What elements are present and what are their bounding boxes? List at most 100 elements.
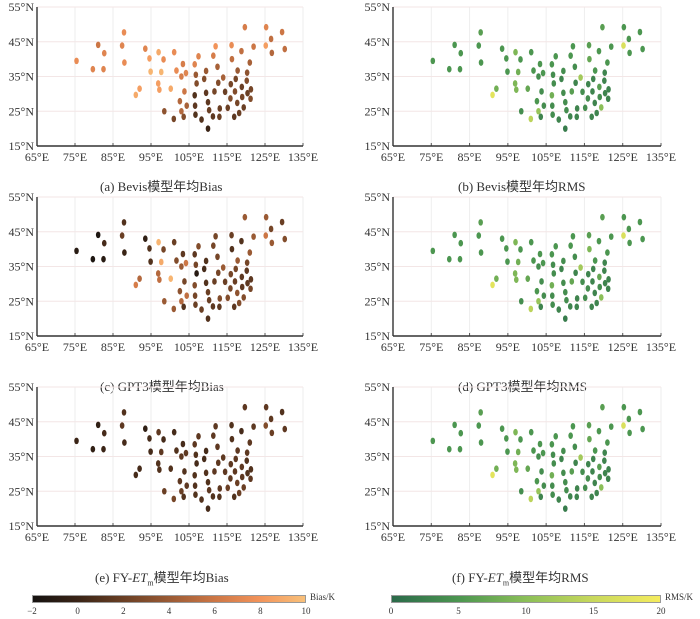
station-point [196,53,201,60]
station-point [582,484,588,492]
station-point [598,484,604,491]
x-tick-label: 95°E [496,150,520,164]
station-point [562,98,568,106]
station-point [174,447,179,454]
station-point [446,255,452,263]
station-point [602,469,608,477]
colorbar-tick-label: 2 [121,606,126,616]
station-point [179,263,184,270]
station-point [205,315,211,322]
station-point [538,493,544,501]
station-point [494,275,499,282]
station-point [549,281,555,289]
station-point [184,482,190,489]
station-point [232,278,238,285]
station-point [430,437,436,445]
station-point [236,489,242,497]
station-point [242,403,248,411]
station-point [228,285,233,292]
x-tick-label: 135°E [288,530,318,544]
station-point [590,88,595,95]
station-point [229,55,235,63]
x-tick-label: 95°E [139,150,163,164]
y-tick-label: 35°N [9,450,35,464]
station-point [597,283,603,291]
station-point [213,232,218,240]
map-plot-b: 65°E 75°E 85°E 95°E 105°E 115°E 125°E 135°E 15°N… [365,0,677,164]
station-point [513,86,519,94]
station-point [564,296,569,304]
station-point [184,292,190,299]
station-point [518,487,524,495]
station-point [233,265,239,273]
station-point [205,288,211,296]
station-point [235,447,240,454]
station-point [228,95,233,102]
station-point [268,35,274,43]
station-point [446,445,452,453]
station-point [559,75,564,83]
station-point [504,435,509,442]
station-point [171,305,177,313]
x-tick-label: 115°E [212,340,242,354]
station-point [239,473,245,481]
station-point [518,436,523,443]
y-tick-label: 55°N [9,190,35,204]
station-point [158,258,164,266]
station-point [242,213,248,221]
station-point [193,451,199,459]
station-point [248,285,253,293]
station-point [158,68,164,76]
station-point [559,265,564,273]
x-tick-label: 65°E [381,530,405,544]
y-tick-label: 45°N [365,35,391,49]
station-point [621,422,626,429]
y-tick-label: 35°N [365,260,391,274]
station-point [570,42,576,50]
station-point [549,471,555,479]
x-tick-label: 105°E [531,530,561,544]
station-point [206,486,212,494]
station-point [225,484,231,492]
station-point [215,269,221,277]
station-point [549,441,555,448]
station-point [74,437,79,445]
station-point [239,237,244,245]
station-point [490,471,495,479]
station-point [504,245,509,252]
station-point [282,235,288,243]
station-point [179,107,184,115]
station-point [231,113,237,121]
station-point [531,447,536,454]
station-point [606,466,611,473]
station-point [119,42,125,49]
colorbar-tick-label: 10 [301,606,311,616]
station-point [181,303,186,311]
station-point [235,67,240,74]
station-point [220,74,226,81]
x-tick-label: 135°E [646,340,676,354]
station-point [179,297,184,305]
station-point [119,232,125,239]
station-point [101,239,107,247]
colorbar-tick-label: 0 [388,606,394,616]
station-point [538,303,544,311]
station-point [199,496,204,503]
station-point [567,493,573,500]
station-point [550,111,555,119]
station-point [569,468,575,475]
y-tick-label: 15°N [9,139,35,153]
station-point [452,421,457,429]
x-tick-label: 105°E [174,150,204,164]
station-point [626,35,632,43]
station-point [231,303,237,311]
y-tick-label: 25°N [9,104,35,118]
station-point [239,463,245,471]
station-point [239,273,245,281]
station-point [101,445,106,453]
x-tick-label: 125°E [608,530,638,544]
colorbar-tick-label: 15 [589,606,598,616]
station-point [244,267,250,274]
station-point [184,102,190,109]
caption-b: (b) Bevis模型年均RMS [458,179,586,194]
